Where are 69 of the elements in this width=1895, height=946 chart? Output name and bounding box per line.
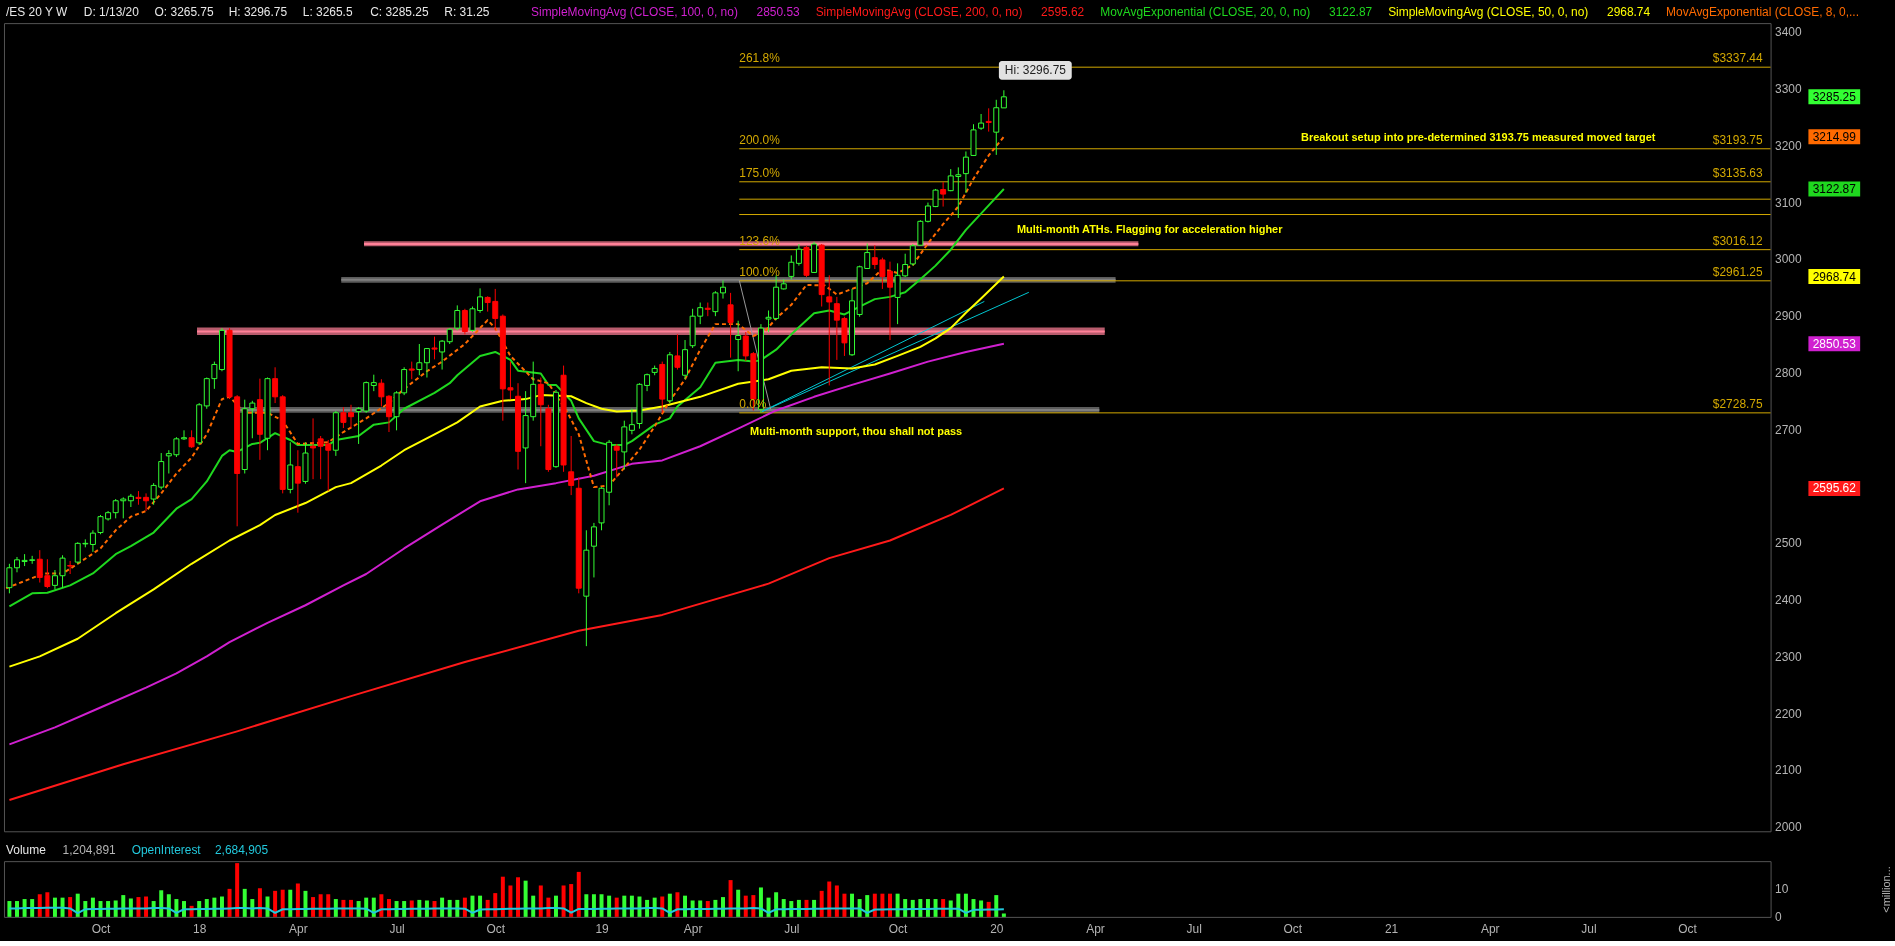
text: Volume bbox=[5, 843, 47, 858]
x-tick-label: Oct bbox=[91, 922, 111, 937]
y-tick-label: 2900 bbox=[1775, 309, 1802, 324]
x-tick-label: Jul bbox=[389, 922, 405, 937]
data-label: $3193.75 bbox=[1712, 132, 1763, 147]
annotation: Multi-month support, thou shall not pass bbox=[750, 424, 963, 437]
y-tick-label: 3200 bbox=[1775, 138, 1802, 153]
y-tick-label: 3300 bbox=[1775, 81, 1802, 96]
y-tick-label: 2400 bbox=[1775, 593, 1802, 608]
series-label: 100.0% bbox=[739, 264, 781, 279]
text: SimpleMovingAvg (CLOSE, 100, 0, no) bbox=[531, 5, 738, 20]
text: 1,204,891 bbox=[62, 843, 117, 858]
x-tick-label: Oct bbox=[486, 922, 506, 937]
text: 2,684,905 bbox=[214, 843, 269, 858]
x-tick-label: 20 bbox=[990, 922, 1004, 937]
y2-tick-label: 3285.25 bbox=[1812, 89, 1857, 104]
text: OpenInterest bbox=[131, 843, 202, 858]
y2-tick-label: 2850.53 bbox=[1812, 336, 1857, 351]
y2-tick-label: 2968.74 bbox=[1812, 269, 1857, 284]
series-label: 175.0% bbox=[739, 165, 781, 180]
text: 3122.87 bbox=[1329, 5, 1373, 20]
annotation: Multi-month ATHs. Flagging for acceleration higher bbox=[1016, 223, 1284, 236]
data-label: $2728.75 bbox=[1712, 396, 1763, 411]
text: SimpleMovingAvg (CLOSE, 50, 0, no) bbox=[1388, 5, 1589, 20]
annotation: Hi: 3296.75 bbox=[1004, 63, 1067, 78]
y-tick-label: 3000 bbox=[1775, 252, 1802, 267]
y-tick-label: 3100 bbox=[1775, 195, 1802, 210]
y2-tick-label: 3122.87 bbox=[1812, 182, 1857, 197]
x-tick-label: Apr bbox=[1480, 922, 1500, 937]
text: 2850.53 bbox=[756, 5, 801, 20]
y-tick-label: 2500 bbox=[1775, 536, 1802, 551]
x-tick-label: Jul bbox=[1581, 922, 1597, 937]
x-tick-label: Oct bbox=[1678, 922, 1698, 937]
text: 2595.62 bbox=[1041, 5, 1085, 20]
x-tick-label: Jul bbox=[784, 922, 800, 937]
y2-tick-label: 2595.62 bbox=[1812, 481, 1857, 496]
data-label: $3016.12 bbox=[1712, 233, 1763, 248]
x-tick-label: Jul bbox=[1186, 922, 1202, 937]
y2-tick-label: 3214.99 bbox=[1812, 129, 1857, 144]
data-label: $2961.25 bbox=[1712, 264, 1763, 279]
x-tick-label: 19 bbox=[595, 922, 610, 937]
chart-title: /ES 20 Y W bbox=[5, 5, 68, 20]
y-tick-label: 2000 bbox=[1775, 820, 1802, 835]
x-tick-label: Apr bbox=[289, 922, 308, 937]
y-axis-title: <million... bbox=[1879, 866, 1892, 913]
x-tick-label: Apr bbox=[1086, 922, 1105, 937]
x-tick-label: 21 bbox=[1384, 922, 1399, 937]
x-tick-label: Oct bbox=[1283, 922, 1303, 937]
y-tick-label: 2700 bbox=[1775, 422, 1802, 437]
y-tick-label: 2200 bbox=[1775, 706, 1802, 721]
annotation: Breakout setup into pre-determined 3193.75 measured moved target bbox=[1301, 130, 1656, 143]
x-tick-label: Oct bbox=[888, 922, 909, 937]
y-tick-label: 0 bbox=[1775, 910, 1783, 925]
text: MovAvgExponential (CLOSE, 20, 0, no) bbox=[1100, 5, 1311, 20]
x-tick-label: 18 bbox=[193, 922, 207, 937]
text: MovAvgExponential (CLOSE, 8, 0,... bbox=[1666, 5, 1859, 20]
y-tick-label: 10 bbox=[1775, 882, 1789, 897]
text: SimpleMovingAvg (CLOSE, 200, 0, no) bbox=[815, 5, 1023, 20]
text: D: 1/13/20 O: 3265.75 H: 3296.75 L: 3265.5 C: 3285.25 R: 31.25 bbox=[83, 5, 490, 20]
y-tick-label: 2100 bbox=[1775, 763, 1802, 778]
series-label: 261.8% bbox=[739, 51, 781, 66]
text: 2968.74 bbox=[1607, 5, 1651, 20]
y-tick-label: 3400 bbox=[1775, 25, 1802, 40]
data-label: $3135.63 bbox=[1712, 165, 1763, 180]
series-label: 200.0% bbox=[739, 132, 781, 147]
x-tick-label: Apr bbox=[683, 922, 703, 937]
y-tick-label: 2300 bbox=[1775, 649, 1802, 664]
data-label: $3337.44 bbox=[1712, 51, 1763, 66]
y-tick-label: 2800 bbox=[1775, 365, 1802, 380]
